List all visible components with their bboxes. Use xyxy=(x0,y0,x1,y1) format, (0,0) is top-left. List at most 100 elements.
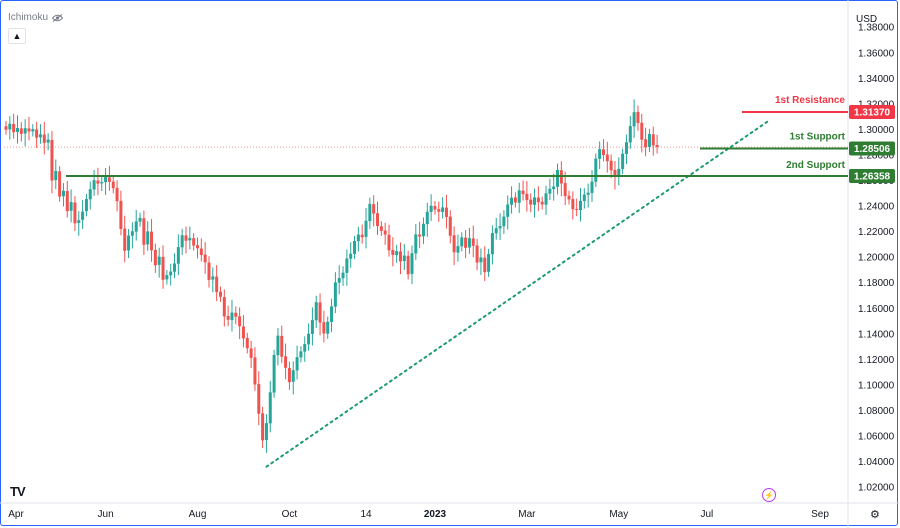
candle-body xyxy=(73,202,77,224)
candle-body xyxy=(651,134,655,146)
candle-body xyxy=(134,221,138,232)
candle-body xyxy=(655,145,659,148)
candle-body xyxy=(368,203,372,222)
candle-body xyxy=(284,356,288,368)
candle-body xyxy=(180,235,184,248)
candle-body xyxy=(333,282,337,307)
candle-body xyxy=(42,134,46,143)
candle-body xyxy=(456,246,460,253)
candle-body xyxy=(104,176,108,183)
candle-body xyxy=(50,139,54,181)
candle-body xyxy=(510,197,514,205)
candle-body xyxy=(533,197,537,205)
x-tick-label: Apr xyxy=(8,509,24,520)
y-tick-label: 1.18000 xyxy=(858,278,895,289)
y-tick-label: 1.22000 xyxy=(858,227,895,238)
y-tick-label: 1.36000 xyxy=(858,48,895,59)
candle-body xyxy=(552,186,556,190)
indicator-legend[interactable]: Ichimoku xyxy=(8,12,64,23)
candle-body xyxy=(15,128,19,132)
candle-body xyxy=(433,206,437,210)
y-tick-label: 1.20000 xyxy=(858,253,895,264)
candle-body xyxy=(241,326,245,339)
collapse-legend-button[interactable]: ▲ xyxy=(8,28,26,44)
candle-body xyxy=(280,335,284,357)
candle-body xyxy=(337,278,341,283)
y-tick-label: 1.04000 xyxy=(858,457,895,468)
candle-body xyxy=(127,235,131,251)
candle-body xyxy=(517,190,521,203)
candle-body xyxy=(579,200,582,211)
y-tick-label: 1.32000 xyxy=(858,99,895,110)
candle-body xyxy=(460,237,464,247)
x-tick-label: 2023 xyxy=(424,509,447,520)
x-tick-label: Mar xyxy=(518,509,536,520)
candle-body xyxy=(506,204,510,217)
x-tick-label: 14 xyxy=(360,509,372,520)
indicator-name: Ichimoku xyxy=(8,12,49,23)
level-price-tag xyxy=(849,168,895,183)
candle-body xyxy=(349,253,353,259)
candle-body xyxy=(272,354,276,393)
candle-body xyxy=(92,180,96,190)
candle-body xyxy=(448,216,452,236)
eye-icon[interactable] xyxy=(52,13,64,22)
candle-body xyxy=(130,231,134,236)
y-tick-label: 1.30000 xyxy=(858,125,895,136)
candle-body xyxy=(356,234,360,242)
candle-body xyxy=(632,112,636,127)
lightning-icon[interactable]: ⚡ xyxy=(762,488,776,502)
candle-body xyxy=(203,254,207,263)
x-tick-label: May xyxy=(609,509,628,520)
candle-body xyxy=(391,249,395,255)
level-name: 1st Resistance xyxy=(775,95,845,106)
candle-body xyxy=(624,142,628,154)
gear-icon[interactable]: ⚙ xyxy=(870,509,880,521)
candle-body xyxy=(487,254,491,272)
candle-body xyxy=(383,230,387,235)
candle-body xyxy=(253,357,257,385)
candle-body xyxy=(188,237,192,241)
candle-body xyxy=(88,189,92,200)
candle-body xyxy=(100,181,104,184)
candle-body xyxy=(513,197,517,203)
level-price-tag xyxy=(849,141,895,156)
candle-body xyxy=(379,226,383,231)
candle-body xyxy=(115,187,119,202)
y-tick-label: 1.12000 xyxy=(858,355,895,366)
candle-body xyxy=(46,139,50,143)
candle-body xyxy=(360,234,364,238)
candle-body xyxy=(402,255,406,262)
candle-body xyxy=(161,256,165,280)
candle-body xyxy=(169,271,173,276)
candles xyxy=(4,99,659,453)
candle-body xyxy=(582,194,586,201)
candle-body xyxy=(226,315,230,320)
ascending-trendline[interactable] xyxy=(265,120,770,468)
candle-body xyxy=(502,216,506,227)
candle-body xyxy=(35,129,39,138)
candle-body xyxy=(142,218,146,245)
candle-body xyxy=(490,233,494,255)
candle-body xyxy=(556,169,560,187)
candle-body xyxy=(307,333,311,345)
candle-body xyxy=(441,207,445,212)
candle-body xyxy=(494,228,498,234)
candle-body xyxy=(165,275,169,280)
candle-body xyxy=(249,348,253,358)
candle-body xyxy=(640,122,644,140)
candle-body xyxy=(586,192,590,195)
tradingview-logo[interactable]: TV xyxy=(10,484,26,499)
candle-body xyxy=(58,171,62,197)
candle-body xyxy=(567,195,571,200)
chevron-up-icon: ▲ xyxy=(12,31,22,41)
x-tick-label: Jun xyxy=(98,509,114,520)
candle-body xyxy=(644,139,648,148)
candle-body xyxy=(421,223,425,237)
currency-selector[interactable]: USD xyxy=(856,14,878,25)
candle-body xyxy=(429,205,433,212)
candle-body xyxy=(617,168,621,177)
candle-body xyxy=(119,200,123,229)
candle-body xyxy=(372,204,376,214)
